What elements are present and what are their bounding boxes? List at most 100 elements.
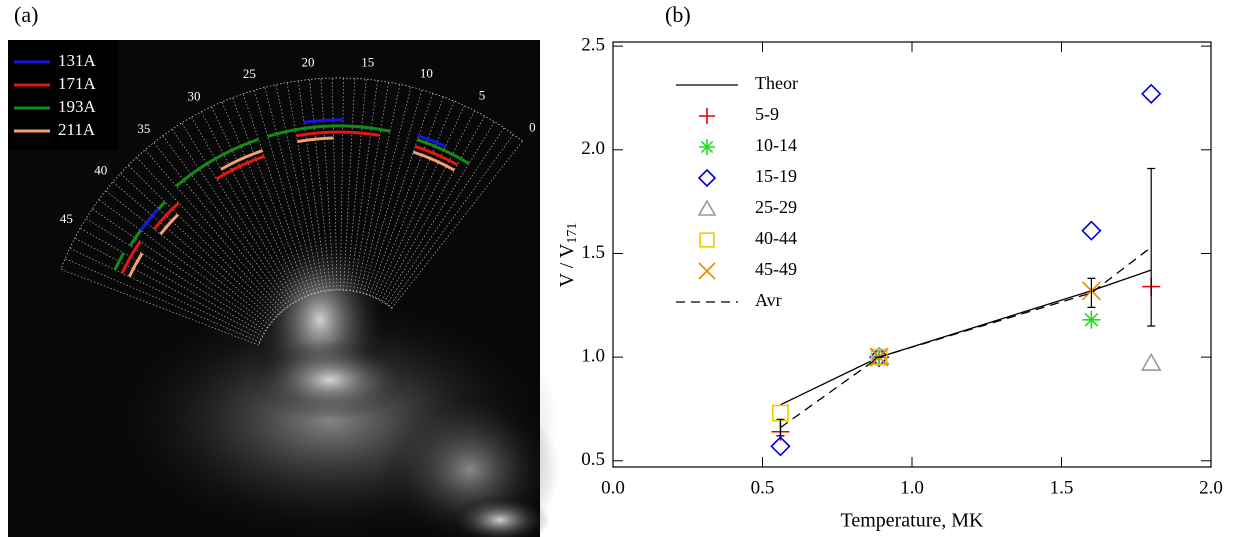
fan-line [153, 142, 286, 309]
fan-line [60, 268, 259, 346]
overlay-arc [128, 252, 144, 278]
fan-line [264, 87, 318, 293]
fan-line [232, 97, 309, 296]
fan-line [162, 135, 289, 307]
legend-label: 15-19 [755, 166, 797, 186]
fan-line [371, 100, 455, 297]
fan-line [253, 90, 315, 294]
fan-line [365, 93, 434, 295]
overlay-arc [113, 252, 125, 271]
error-bar [1087, 277, 1096, 308]
fan-line [211, 106, 303, 299]
legend-marker [697, 168, 717, 188]
marker [1082, 310, 1101, 329]
y-tick-label: 2.0 [581, 138, 605, 159]
fan-line [389, 134, 514, 307]
angle-label: 15 [361, 54, 374, 69]
overlay-arc [416, 138, 470, 165]
legend-label: 5-9 [755, 104, 779, 124]
fan-line [74, 237, 263, 337]
series-line [780, 269, 1152, 406]
fan-line [353, 82, 390, 292]
legend-label: 45-49 [755, 259, 797, 279]
x-tick-label: 0.5 [751, 477, 775, 498]
overlay-arc [220, 149, 263, 171]
fan-line [98, 199, 270, 326]
y-tick-label: 1.0 [581, 345, 605, 366]
image-legend-label: 131A [58, 51, 97, 70]
legend-label: Avr [755, 290, 782, 310]
fan-line [242, 93, 312, 295]
fan-line [144, 149, 284, 311]
fan-line [191, 116, 297, 302]
fan-line [383, 121, 495, 303]
fan-line [362, 89, 423, 294]
overlay-arc [120, 240, 142, 274]
marker [1141, 83, 1162, 104]
angle-label: 5 [479, 87, 486, 102]
error-bar [776, 418, 785, 437]
fan-line [181, 122, 294, 304]
fan-line [112, 181, 274, 321]
fan-line [309, 79, 331, 291]
fan-line [105, 190, 272, 323]
x-tick-label: 1.0 [900, 477, 924, 498]
y-axis-label-sub: 171 [565, 223, 580, 244]
fan-line [320, 78, 335, 291]
y-axis-label-main: V / V [556, 243, 578, 287]
overlay-arc [296, 130, 380, 138]
fan-line [356, 84, 401, 292]
fan-line [346, 79, 367, 291]
angle-label: 35 [137, 121, 150, 136]
angle-label: 25 [243, 66, 256, 81]
fan-line [349, 80, 378, 291]
glow [250, 340, 410, 420]
fan-line [386, 127, 505, 305]
fan-line [391, 140, 523, 309]
angle-label: 45 [60, 211, 73, 226]
x-tick-label: 0.0 [601, 477, 625, 498]
marker [1140, 352, 1162, 371]
marker [868, 346, 890, 368]
fan-line [85, 218, 267, 331]
overlay-arc [175, 137, 260, 188]
y-axis-label: V / V171 [556, 223, 581, 288]
panel-label: (a) [14, 2, 38, 27]
x-tick-label: 2.0 [1199, 477, 1223, 498]
fan-line [128, 164, 279, 316]
y-tick-label: 1.5 [581, 242, 605, 263]
legend-marker [699, 108, 715, 124]
legend-marker [699, 232, 715, 248]
fan-arc [60, 77, 523, 270]
overlay-arc [215, 154, 265, 181]
fan-line [286, 82, 325, 292]
overlay-arc [418, 134, 447, 148]
fan-line [343, 78, 356, 291]
fan-line [297, 80, 328, 291]
fan-line [221, 101, 306, 298]
fan-line [171, 128, 292, 305]
fan-line [201, 111, 300, 300]
image-legend-label: 211A [58, 120, 96, 139]
series-line [780, 246, 1152, 429]
plot-frame [612, 41, 1212, 468]
fan-line [92, 208, 268, 329]
angle-label: 20 [301, 55, 314, 70]
overlay-arc [412, 150, 456, 172]
fan-line [339, 78, 344, 291]
marker [1081, 220, 1102, 241]
fan-line [64, 258, 261, 343]
angle-label: 10 [420, 65, 433, 80]
legend-label: 10-14 [755, 135, 797, 155]
overlay-arc [414, 144, 459, 167]
legend-marker [698, 262, 716, 280]
angle-label: 0 [529, 120, 536, 135]
overlay-arc [139, 207, 160, 232]
marker [771, 404, 789, 422]
angle-label: 40 [94, 162, 107, 177]
overlay-arc [153, 201, 180, 231]
fan-arc [258, 289, 393, 346]
fan-line [368, 96, 444, 296]
overlay-arc [303, 118, 343, 124]
